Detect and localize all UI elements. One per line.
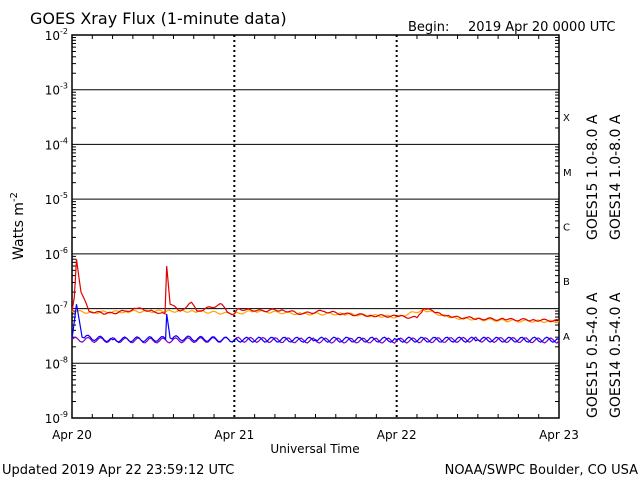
x-axis-ticks: Apr 20 Apr 21 Apr 22 Apr 23: [52, 35, 579, 442]
y-axis-ticks: 10-910-810-710-610-510-410-310-2: [45, 27, 559, 426]
legend-goes15-long: GOES15 1.0-8.0 A: [585, 114, 601, 240]
y-tick-label: 10-9: [45, 410, 68, 426]
y-tick-exp: -4: [60, 136, 68, 145]
y-tick-exp: -8: [60, 355, 68, 364]
svg-text:Watts m-2: Watts m-2: [9, 192, 27, 260]
legend-short: GOES15 0.5-4.0 A GOES14 0.5-4.0 A: [585, 292, 624, 418]
x-axis-label: Universal Time: [270, 442, 359, 456]
chart-title: GOES Xray Flux (1-minute data): [30, 9, 287, 28]
y-tick-label: 10-7: [45, 301, 68, 317]
y-tick-exp: -7: [60, 301, 68, 310]
y-tick-base: 10: [45, 357, 60, 371]
y-tick-label: 10-8: [45, 355, 68, 371]
y-tick-base: 10: [45, 29, 60, 43]
series-line-goes15-0-5-4-0-a: [71, 304, 560, 343]
y-axis-label-sup: -2: [9, 192, 20, 202]
y-tick-exp: -2: [60, 27, 68, 36]
series-line-goes15-1-0-8-0-a: [71, 259, 560, 323]
y-tick-base: 10: [45, 412, 60, 426]
flare-class-x: X: [563, 113, 570, 124]
y-axis-label-text: Watts m: [11, 202, 27, 260]
legend-goes14-long: GOES14 1.0-8.0 A: [608, 114, 624, 240]
legend-long: GOES15 1.0-8.0 A GOES14 1.0-8.0 A: [585, 114, 624, 240]
y-tick-base: 10: [45, 303, 60, 317]
y-tick-label: 10-3: [45, 82, 68, 98]
plot-frame: [71, 34, 560, 419]
y-tick-label: 10-6: [45, 246, 68, 262]
flare-class-a: A: [563, 332, 570, 343]
series-lines: [71, 259, 560, 344]
flare-class-b: B: [563, 277, 570, 288]
y-tick-base: 10: [45, 84, 60, 98]
x-tick-label: Apr 20: [52, 428, 92, 442]
y-tick-base: 10: [45, 248, 60, 262]
y-tick-exp: -9: [60, 410, 68, 419]
flare-class-m: M: [563, 168, 572, 179]
y-tick-label: 10-4: [45, 136, 68, 152]
y-tick-exp: -6: [60, 246, 68, 255]
begin-value: 2019 Apr 20 0000 UTC: [468, 20, 616, 35]
x-tick-label: Apr 21: [214, 428, 254, 442]
updated-text: Updated 2019 Apr 22 23:59:12 UTC: [2, 463, 234, 478]
x-tick-label: Apr 22: [377, 428, 417, 442]
y-tick-label: 10-2: [45, 27, 68, 43]
legend-goes15-short: GOES15 0.5-4.0 A: [585, 292, 601, 418]
y-tick-exp: -3: [60, 82, 68, 91]
y-tick-base: 10: [45, 193, 60, 207]
legend-goes14-short: GOES14 0.5-4.0 A: [608, 292, 624, 418]
grid-lines: [72, 35, 559, 418]
y-tick-base: 10: [45, 138, 60, 152]
y-tick-label: 10-5: [45, 191, 68, 207]
x-tick-label: Apr 23: [539, 428, 579, 442]
flare-class-labels: X M C B A: [563, 113, 572, 343]
source-text: NOAA/SWPC Boulder, CO USA: [445, 463, 638, 478]
begin-label: Begin:: [408, 20, 449, 35]
y-tick-exp: -5: [60, 191, 68, 200]
y-axis-label: Watts m-2: [9, 192, 27, 260]
flare-class-c: C: [563, 223, 570, 234]
